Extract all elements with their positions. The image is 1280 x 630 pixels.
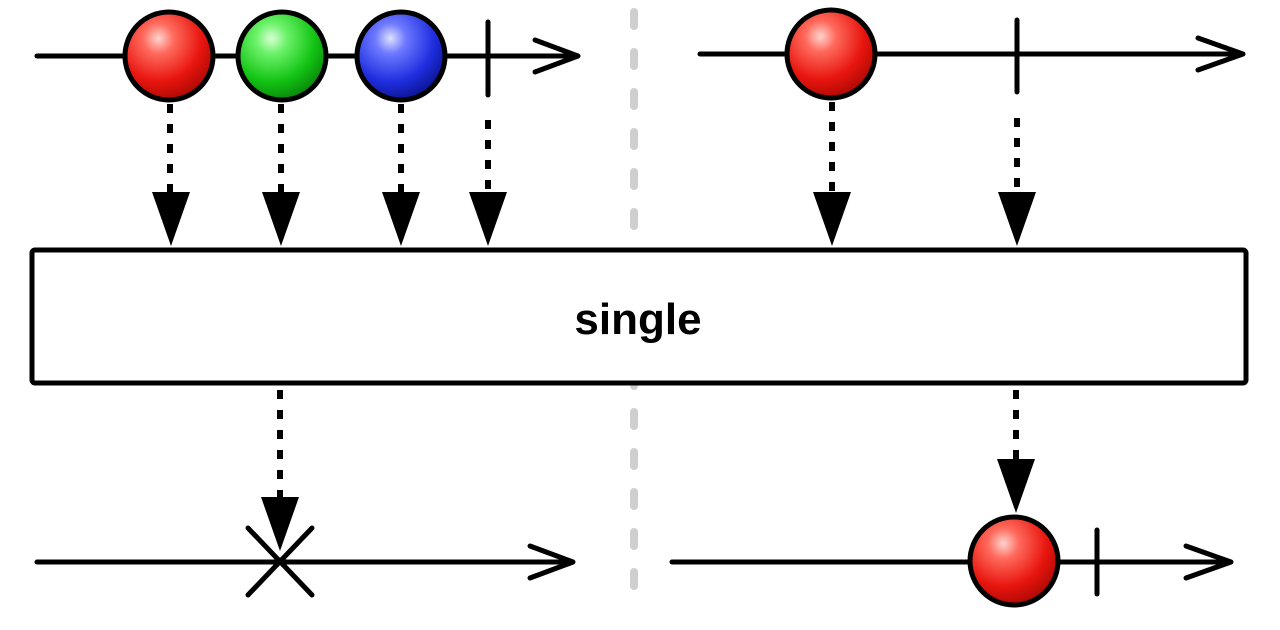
right-output-marbles: [967, 514, 1061, 608]
right-output-red-marble: [967, 514, 1061, 608]
right-input-timeline: [697, 17, 1246, 95]
right-input-red-marble: [784, 7, 878, 101]
left-output-arrowhead: [527, 543, 576, 581]
right-input-marbles: [784, 7, 878, 101]
operator-box: [29, 247, 1249, 386]
left-input-red-marble: [122, 9, 216, 103]
left-input-blue-marble: [354, 9, 448, 103]
right-input-arrows: [813, 102, 1036, 246]
operator-label: single: [574, 295, 701, 344]
right-input-arrowhead: [1195, 35, 1246, 73]
left-input-arrows: [152, 104, 507, 246]
left-output-arrow: [261, 390, 299, 551]
right-output-timeline: [669, 527, 1234, 597]
left-input-marbles: [122, 9, 448, 103]
left-output-error-marker: [245, 525, 315, 598]
left-input-green-marble: [235, 9, 329, 103]
right-output-arrow: [997, 390, 1035, 513]
left-input-arrowhead: [532, 37, 581, 75]
left-output-timeline: [34, 525, 576, 598]
right-output-arrowhead: [1183, 543, 1234, 581]
